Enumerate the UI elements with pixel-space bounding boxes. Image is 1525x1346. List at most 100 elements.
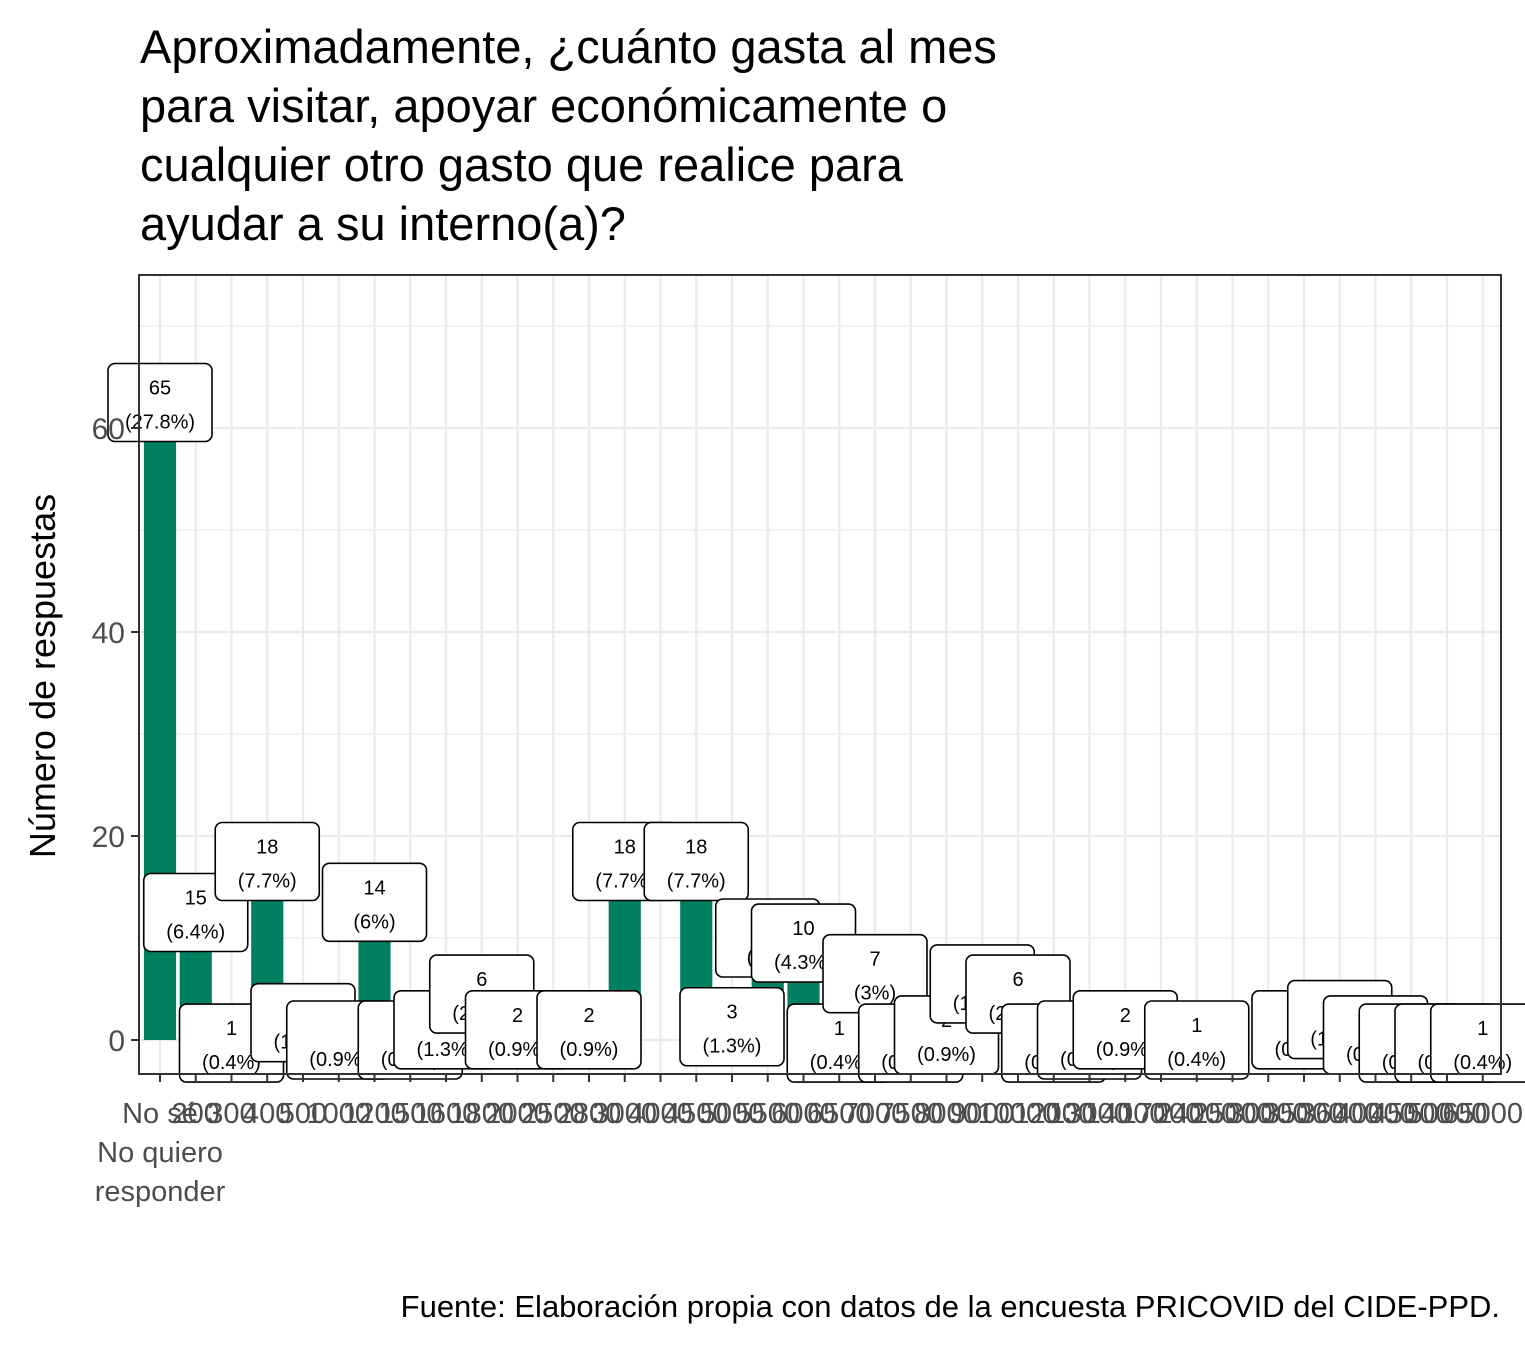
x-tick-label: 1800 xyxy=(449,1098,514,1130)
x-tick-label: 50000 xyxy=(1407,1098,1488,1130)
bar-label-percent: (7.7%) xyxy=(667,871,726,893)
x-tick-label: 6000 xyxy=(771,1098,836,1130)
bar-label: 1 (0.4%) xyxy=(1143,1000,1250,1080)
bar-label-count: 65 xyxy=(149,378,171,400)
bar-label-count: 14 xyxy=(363,877,385,899)
bar-label-count: 2 xyxy=(1120,1005,1131,1027)
x-tick-label: 5500 xyxy=(735,1098,800,1130)
y-tick-label: 60 xyxy=(92,413,125,446)
bar-label: 18 (7.7%) xyxy=(643,821,750,902)
x-tick-label: 9000 xyxy=(950,1098,1015,1130)
x-tick-label: 6500 xyxy=(807,1098,872,1130)
x-tick-label: 40000 xyxy=(1335,1098,1416,1130)
bar-label-count: 3 xyxy=(726,1002,737,1024)
plot-border xyxy=(138,274,1502,1075)
bar-label-count: 1 xyxy=(1191,1015,1202,1037)
bar-label-count: 18 xyxy=(614,837,636,859)
bar-label-box xyxy=(214,821,321,902)
x-tick-label: responder xyxy=(95,1176,226,1208)
chart-title-line: para visitar, apoyar económicamente o xyxy=(140,79,947,132)
bar-label-box xyxy=(536,989,642,1070)
x-tick-label: 12000 xyxy=(1013,1098,1094,1130)
bar-label-count: 2 xyxy=(512,1005,523,1027)
bar-label-percent: (0.4%) xyxy=(810,1052,869,1074)
bar-label-count: 2 xyxy=(583,1005,594,1027)
chart-title: Aproximadamente, ¿cuánto gasta al mes par… xyxy=(140,20,997,250)
bar-label-percent: (1.3%) xyxy=(417,1039,476,1061)
x-tick-label: 36000 xyxy=(1299,1098,1380,1130)
x-tick-label: 4000 xyxy=(628,1098,693,1130)
bar-label-count: 1 xyxy=(834,1018,845,1040)
bar-label: 65 (27.8%) xyxy=(107,362,213,443)
bar-label-percent: (0.9%) xyxy=(309,1049,368,1071)
x-tick-label: 25000 xyxy=(1192,1098,1273,1130)
x-tick-label: 2000 xyxy=(485,1098,550,1130)
bar-label-percent: (0.9%) xyxy=(1096,1039,1155,1061)
x-tick-label: 30000 xyxy=(1228,1098,1309,1130)
bar-label: 2 (0.9%) xyxy=(536,989,642,1070)
bar-label-count: 18 xyxy=(256,837,278,859)
bar-label: 3 (1.3%) xyxy=(679,986,785,1067)
bar-label-percent: (0.4%) xyxy=(1453,1052,1512,1074)
chart-title-line: cualquier otro gasto que realice para xyxy=(140,138,904,191)
x-tick-label: 1500 xyxy=(378,1098,443,1130)
y-tick-label: 20 xyxy=(92,821,125,854)
bar-label-percent: (7.7%) xyxy=(595,871,654,893)
x-tick-label: No quiero xyxy=(97,1137,223,1169)
x-tick-label: 1200 xyxy=(342,1098,407,1130)
y-axis-title: Número de respuestas xyxy=(22,494,63,858)
chart-caption: Fuente: Elaboración propia con datos de … xyxy=(401,1289,1500,1324)
x-tick-label: 1000 xyxy=(306,1098,371,1130)
x-tick-label: 200 xyxy=(172,1098,220,1130)
bar-label-percent: (0.9%) xyxy=(560,1039,619,1061)
bar-label-percent: (0.9%) xyxy=(917,1044,976,1066)
bar-label-count: 6 xyxy=(1012,969,1023,991)
x-tick-label: 45000 xyxy=(1371,1098,1452,1130)
x-tick-label: 8000 xyxy=(914,1098,979,1130)
bar-label-percent: (0.4%) xyxy=(1167,1049,1226,1071)
bar-label: 7 (3%) xyxy=(822,933,928,1014)
bar-label-percent: (1.3%) xyxy=(703,1036,762,1058)
y-tick-label: 40 xyxy=(92,617,125,650)
bar-label-count: 1 xyxy=(226,1018,237,1040)
x-tick-label: 500 xyxy=(279,1098,327,1130)
x-tick-label: 400 xyxy=(243,1098,291,1130)
x-tick-label: 3000 xyxy=(592,1098,657,1130)
x-tick-label: 7000 xyxy=(843,1098,908,1130)
x-tick-label: 10000 xyxy=(978,1098,1059,1130)
bar-label-box xyxy=(643,821,750,902)
bar-label-percent: (0.9%) xyxy=(488,1039,547,1061)
chart-title-line: ayudar a su interno(a)? xyxy=(140,197,626,250)
bar-label-count: 15 xyxy=(185,888,207,910)
bar-label-box xyxy=(107,362,213,443)
bar-label: 1 (0.4%) xyxy=(1429,1003,1525,1083)
x-tick-label: 7500 xyxy=(878,1098,943,1130)
bar-label-percent: (3%) xyxy=(854,983,896,1005)
bar-label: 18 (7.7%) xyxy=(214,821,321,902)
bar-label-count: 7 xyxy=(869,949,880,971)
x-tick-label: 14000 xyxy=(1085,1098,1166,1130)
bar-label-percent: (27.8%) xyxy=(125,412,195,434)
y-tick-label: 0 xyxy=(108,1025,125,1058)
bar-label: 14 (6%) xyxy=(321,862,428,943)
bar-labels: 65(27.8%)15(6.4%)1(0.4%)18(7.7%)4(1.7%)(… xyxy=(107,362,1525,1083)
x-tick-label: 2500 xyxy=(521,1098,586,1130)
x-tick-label: 13000 xyxy=(1049,1098,1130,1130)
x-tick-label: 35000 xyxy=(1264,1098,1345,1130)
bar-label-count: 1 xyxy=(1477,1018,1488,1040)
bar-label-count: 6 xyxy=(476,969,487,991)
x-tick-label: 65000 xyxy=(1442,1098,1523,1130)
x-tick-label: 24000 xyxy=(1156,1098,1237,1130)
x-tick-label: No sé xyxy=(122,1098,198,1130)
x-tick-label: 4500 xyxy=(664,1098,729,1130)
x-tick-label: 300 xyxy=(207,1098,255,1130)
bar-label-count: 18 xyxy=(685,837,707,859)
bar-label-percent: (6%) xyxy=(353,911,395,933)
bar-label-percent: (0.4%) xyxy=(202,1052,261,1074)
bar-label-count: 10 xyxy=(792,918,814,940)
bar-label-percent: (6.4%) xyxy=(166,922,225,944)
x-tick-label: 17000 xyxy=(1121,1098,1202,1130)
chart-title-line: Aproximadamente, ¿cuánto gasta al mes xyxy=(140,20,997,73)
